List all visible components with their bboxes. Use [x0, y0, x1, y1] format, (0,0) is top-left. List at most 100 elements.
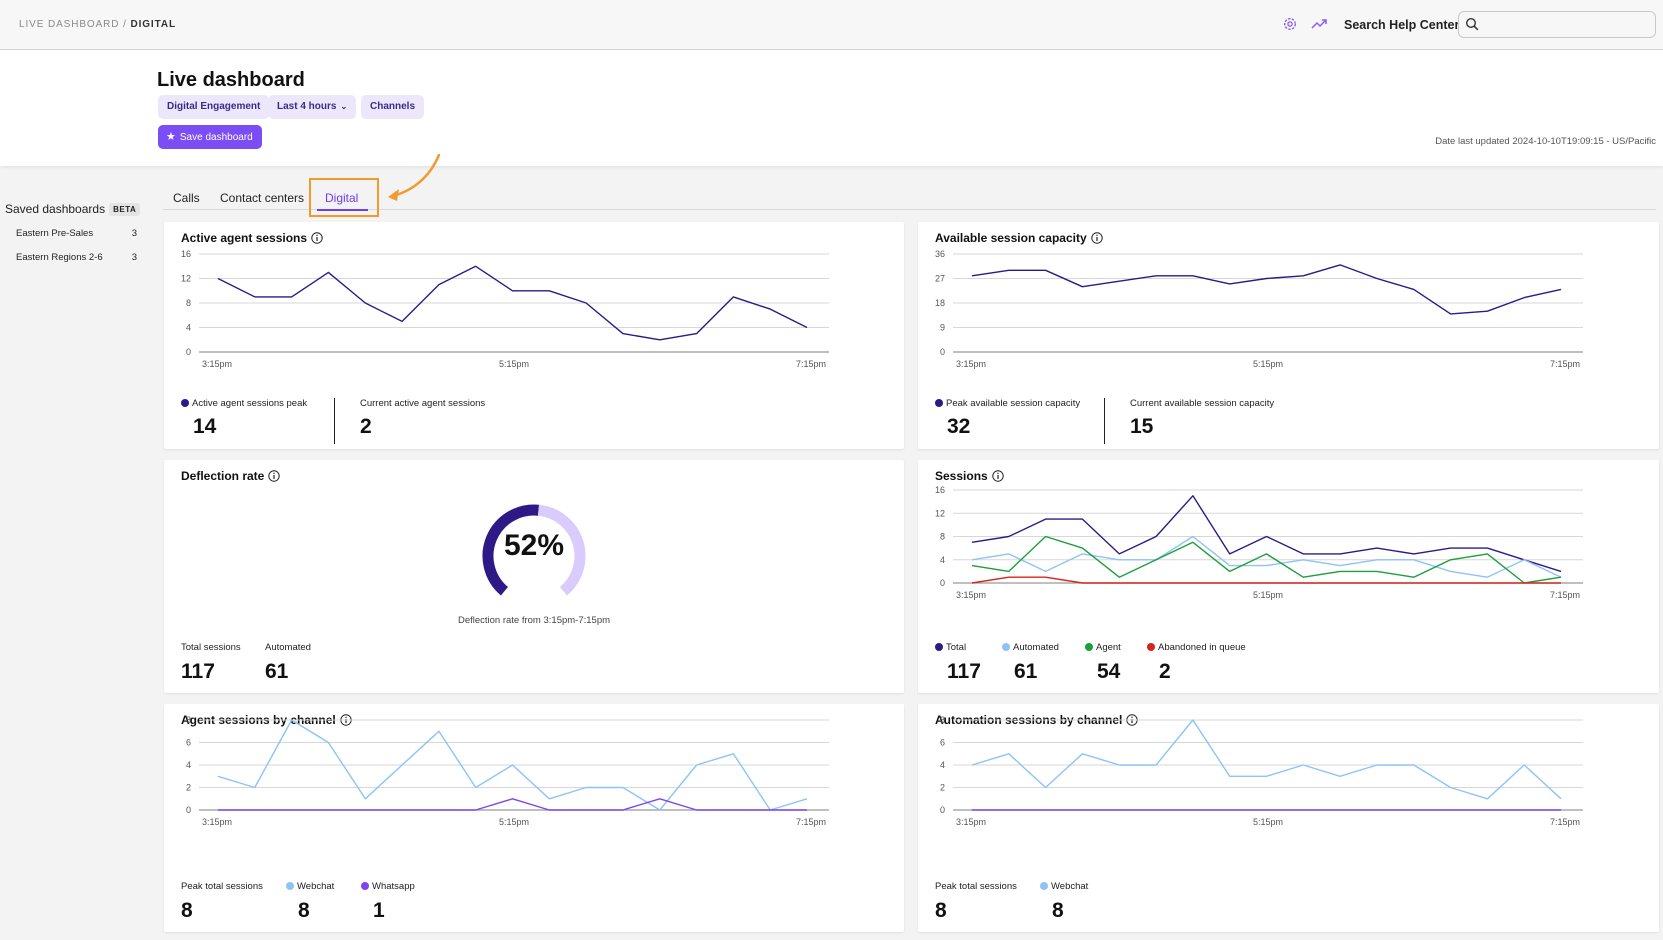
- info-icon[interactable]: [992, 470, 1004, 485]
- sessions-card: Sessions 0 4 8 12 16 3:15pm 7:15pm 5:15pm Total…: [918, 460, 1659, 693]
- saved-dashboard-item[interactable]: Eastern Pre-Sales 3: [16, 228, 137, 239]
- gauge-arc-remaining: [537, 504, 586, 596]
- y-tick-label: 4: [940, 555, 945, 565]
- y-tick-label: 27: [935, 274, 945, 284]
- legend-item: Active agent sessions peak: [181, 398, 307, 409]
- y-tick-label: 0: [186, 805, 191, 815]
- info-icon[interactable]: [311, 232, 323, 247]
- abandoned-value: 2: [1159, 660, 1171, 683]
- x-tick-label: 7:15pm: [1550, 590, 1580, 600]
- legend-label: Active agent sessions peak: [192, 398, 308, 409]
- y-tick-label: 12: [181, 274, 191, 284]
- tab-digital[interactable]: Digital: [325, 191, 359, 205]
- y-tick-label: 36: [935, 249, 945, 259]
- chevron-down-icon: ⌄: [340, 102, 348, 111]
- legend-dot: [1040, 882, 1048, 890]
- last-updated-text: Date last updated 2024-10-10T19:09:15 - …: [1435, 136, 1656, 147]
- webchat-value: 8: [1052, 899, 1064, 922]
- card-title: Active agent sessions: [181, 231, 323, 247]
- save-dashboard-button[interactable]: ★ Save dashboard: [158, 125, 262, 149]
- peak-value: 32: [947, 415, 971, 438]
- card-title-label: Sessions: [935, 469, 988, 483]
- legend-label: Abandoned in queue: [1158, 642, 1246, 653]
- current-label: Current active agent sessions: [360, 398, 486, 409]
- info-icon[interactable]: [1090, 232, 1103, 247]
- automated-label: Automated: [265, 642, 311, 653]
- gauge-arc-deflected: [482, 504, 540, 596]
- x-tick-label: 3:15pm: [202, 359, 232, 369]
- active-tab-indicator: [317, 209, 368, 211]
- annotation-arrow-icon: [388, 153, 441, 201]
- agent-sessions-by-channel-card: Agent sessions by channel 0 2 4 6 8 3:15pm 5:1…: [164, 704, 904, 932]
- series-line: [971, 535, 1562, 584]
- breadcrumb-current: DIGITAL: [130, 19, 177, 30]
- total-sessions-value: 117: [181, 660, 215, 683]
- saved-dashboard-label: Eastern Pre-Sales: [16, 228, 94, 239]
- saved-dashboards-heading: Saved dashboards BETA: [5, 202, 141, 216]
- legend-item-webchat: Webchat: [286, 881, 334, 892]
- y-tick-label: 2: [186, 783, 191, 793]
- x-tick-label: 3:15pm: [202, 817, 232, 827]
- x-tick-label: 7:15pm: [796, 359, 826, 369]
- tab-contact-centers[interactable]: Contact centers: [220, 191, 305, 205]
- y-tick-label: 16: [181, 249, 191, 259]
- y-tick-label: 18: [935, 298, 945, 308]
- y-tick-label: 9: [940, 323, 945, 333]
- card-title-label: Deflection rate: [181, 469, 265, 483]
- agent-sessions-by-channel-chart: 0 2 4 6 8 3:15pm 5:15pm 7:15pm: [186, 715, 829, 827]
- y-tick-label: 8: [940, 532, 945, 542]
- filter-chip-channels[interactable]: Channels: [361, 95, 425, 119]
- peak-total-value: 8: [935, 899, 947, 922]
- whatsapp-value: 1: [373, 899, 385, 922]
- beta-badge: BETA: [109, 203, 141, 216]
- active-agent-sessions-card: Active agent sessions 0 4 8 12 16 3:15pm 5:15p…: [164, 222, 904, 449]
- filter-chip-digital-engagement[interactable]: Digital Engagement: [158, 95, 270, 119]
- filter-chip-time-range[interactable]: Last 4 hours ⌄: [268, 95, 357, 119]
- x-tick-label: 3:15pm: [956, 817, 986, 827]
- legend-dot: [181, 399, 189, 407]
- saved-dashboards-label: Saved dashboards: [5, 202, 106, 216]
- current-value: 15: [1130, 415, 1154, 438]
- x-tick-label: 7:15pm: [1550, 359, 1580, 369]
- breadcrumb: LIVE DASHBOARD / DIGITAL: [19, 19, 176, 30]
- webchat-value: 8: [298, 899, 310, 922]
- info-icon[interactable]: [268, 470, 281, 485]
- tab-calls[interactable]: Calls: [173, 191, 200, 205]
- y-tick-label: 2: [940, 783, 945, 793]
- breadcrumb-root[interactable]: LIVE DASHBOARD: [19, 19, 120, 30]
- save-dashboard-label: Save dashboard: [179, 132, 253, 143]
- card-title: Sessions: [935, 469, 1004, 485]
- legend-item: Peak available session capacity: [935, 398, 1080, 409]
- current-label: Current available session capacity: [1130, 398, 1275, 409]
- saved-dashboard-item[interactable]: Eastern Regions 2-6 3: [16, 252, 137, 263]
- series-line: [218, 798, 807, 811]
- automation-sessions-by-channel-chart: 0 2 4 6 8 3:15pm 5:15pm 7:15pm: [940, 715, 1583, 827]
- legend-label: Automated: [1013, 642, 1059, 653]
- y-tick-label: 8: [940, 715, 945, 725]
- series-line: [217, 719, 808, 811]
- saved-dashboard-count: 3: [131, 252, 137, 263]
- legend-label: Total: [946, 642, 967, 653]
- x-tick-label: 5:15pm: [499, 817, 529, 827]
- gear-icon[interactable]: [1282, 16, 1298, 32]
- trend-icon[interactable]: [1311, 16, 1327, 32]
- total-sessions-label: Total sessions: [181, 642, 241, 653]
- series-line: [971, 264, 1562, 315]
- legend-dot: [935, 643, 943, 651]
- legend-item-agent: Agent: [1085, 642, 1121, 653]
- y-tick-label: 0: [940, 578, 945, 588]
- automated-value: 61: [265, 660, 289, 683]
- page-title: Live dashboard: [157, 69, 305, 91]
- deflection-rate-value: 52%: [503, 529, 565, 562]
- help-search-input[interactable]: [1458, 11, 1656, 38]
- deflection-rate-card: Deflection rate 52% Deflection rate from…: [164, 460, 904, 693]
- automated-value: 61: [1014, 660, 1038, 683]
- legend-item-webchat: Webchat: [1040, 881, 1088, 892]
- card-title-label: Available session capacity: [935, 231, 1087, 245]
- y-tick-label: 0: [186, 347, 191, 357]
- tab-highlight-box: [309, 178, 379, 217]
- peak-total-label: Peak total sessions: [935, 881, 1017, 892]
- legend-dot: [286, 882, 294, 890]
- card-title: Available session capacity: [935, 231, 1103, 247]
- legend-dot: [361, 882, 369, 890]
